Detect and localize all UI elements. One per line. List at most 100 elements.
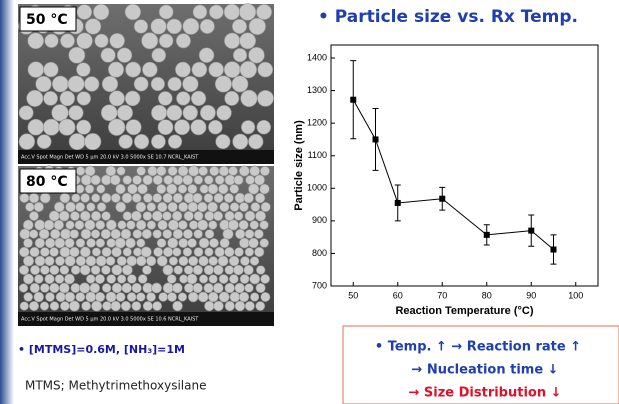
chart-title: • Particle size vs. Rx Temp. [318,7,578,27]
particle [199,238,209,248]
particle [219,292,229,302]
particle [168,135,182,149]
particle [117,167,126,176]
particle [200,185,209,194]
particle [254,175,264,185]
y-tick-label: 1200 [307,118,327,128]
particle [254,229,263,238]
data-point [551,247,557,253]
particle [101,175,111,185]
particle [102,301,111,310]
particle [175,62,190,77]
particle [85,185,94,194]
particle [154,247,163,256]
particle [50,229,60,239]
particle [223,229,233,239]
particle [143,283,153,293]
particle [80,247,90,257]
particle [234,175,243,184]
particle [23,256,33,266]
particle [19,284,28,293]
particle [167,292,176,301]
particle [20,302,29,311]
particle [44,220,54,230]
particle [66,221,75,230]
particle [158,120,173,135]
particle [118,221,127,230]
particle [27,90,43,106]
particle [163,265,173,275]
particle [132,193,141,202]
side-strip [0,0,14,404]
particle [191,119,206,134]
particle [157,238,166,247]
particle [75,220,84,229]
particle [91,230,100,239]
particle [19,265,29,275]
particle [86,256,96,266]
particle [254,247,264,257]
particle [240,33,256,49]
particle [117,105,132,120]
particle [28,62,44,78]
particle [55,275,64,284]
particle [239,4,256,21]
particle [257,120,271,134]
particle [45,256,54,265]
particle [261,292,270,301]
particle [255,193,265,203]
particle [240,256,249,265]
particle [239,238,249,248]
particle [167,275,176,284]
particle [30,247,40,257]
particle [178,202,187,211]
particle [102,247,111,256]
particle [204,193,213,202]
particle [76,167,85,176]
particle [84,77,99,92]
particle [241,90,258,107]
particle [65,256,75,266]
particle [54,220,64,230]
particle [205,211,215,221]
particle [213,211,222,220]
particle [224,62,240,78]
particle [163,229,172,238]
particle [117,48,132,63]
particle [52,76,68,92]
particle [115,238,125,248]
particle [204,283,214,293]
particle [168,238,178,248]
image-caption: Acc.V Spot Magn Det WD 5 μm 20.0 kV 3.0 … [21,155,199,161]
particle [107,275,116,284]
particle [71,265,80,274]
particle [143,175,153,185]
particle [220,238,230,248]
particle [60,247,70,257]
particle [245,230,254,239]
particle [153,301,162,310]
particle [256,266,265,275]
x-axis-label: Reaction Temperature (°C) [395,305,533,317]
particle [106,220,116,230]
particle [138,275,147,284]
particle [134,20,148,34]
particle [70,247,80,257]
particle [178,220,187,229]
particle [183,248,192,257]
particle [232,76,248,92]
particle [183,76,199,92]
particle [235,248,244,257]
particle [23,238,32,247]
particle [217,105,232,120]
particle [260,221,269,230]
data-point [528,228,534,234]
particle [200,19,214,33]
particle [193,283,203,293]
particle [191,91,206,106]
particle [188,292,198,302]
particle [76,292,85,301]
particle [168,166,177,175]
particle [102,76,118,92]
particle [208,120,222,134]
